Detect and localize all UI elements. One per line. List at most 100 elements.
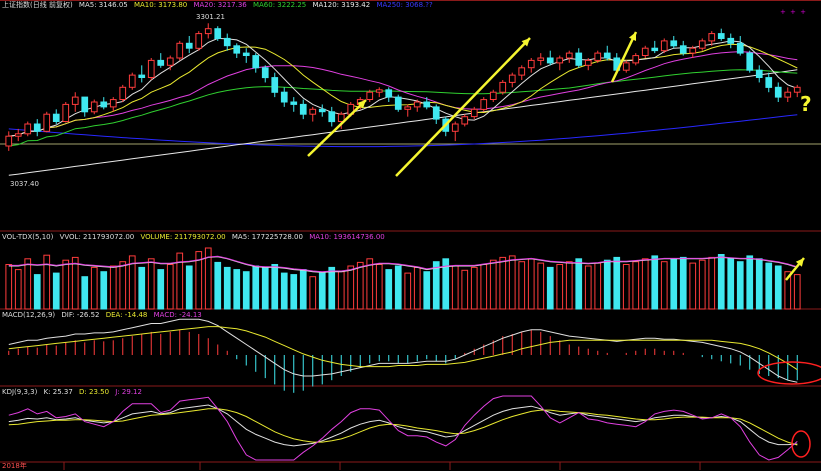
candle-body [147, 59, 155, 79]
volume-bar [33, 274, 41, 310]
volume-bar [689, 262, 697, 310]
candle-body [14, 133, 22, 137]
candle-body [375, 89, 383, 93]
volume-bar [214, 261, 222, 310]
candle-body [185, 42, 193, 49]
candle-body [52, 113, 60, 122]
volume-bar [765, 262, 773, 310]
candle-body [727, 37, 735, 44]
candle-body [546, 57, 554, 64]
volume-bar [375, 264, 383, 310]
candle-body [594, 52, 602, 61]
d-value: D: 23.50 [79, 388, 110, 396]
volume-bar [679, 256, 687, 310]
volume-bar [385, 269, 393, 310]
volume-bar [185, 265, 193, 310]
volume-bar [527, 258, 535, 310]
volume-bar [62, 259, 70, 310]
volume-bar [556, 264, 564, 310]
candle-body [461, 116, 469, 125]
kdj-panel-header: KDJ(9,3,3) K: 25.37 D: 23.50 J: 29.12 [2, 388, 146, 397]
candle-body [204, 28, 212, 35]
candle-body [641, 47, 649, 57]
macd-indicator-name: MACD(12,26,9) [2, 311, 56, 319]
volume-bar [195, 251, 203, 310]
trend-arrow-1-head [357, 100, 366, 109]
candle-body [489, 91, 497, 100]
volume-bar [565, 261, 573, 310]
volume-bar [404, 272, 412, 310]
candle-body [432, 106, 440, 120]
candle-body [499, 81, 507, 93]
kdj-k-line [8, 404, 798, 447]
volume-bar [233, 269, 241, 310]
volume-bar [366, 258, 374, 310]
volume-bar [318, 272, 326, 310]
volume-bar [727, 258, 735, 310]
vvol-value: VVOL: 211793072.00 [59, 233, 135, 241]
candle-body [793, 86, 801, 93]
candle-body [157, 59, 165, 66]
ma20-value: MA20: 3217.36 [193, 1, 247, 9]
ma60-value: MA60: 3222.25 [252, 1, 307, 9]
candle-body [299, 103, 307, 115]
volume-bar [109, 265, 117, 310]
candle-body [708, 33, 716, 42]
candle-body [33, 123, 41, 132]
candle-body [309, 108, 317, 115]
candle-body [451, 123, 459, 132]
candle-body [755, 69, 763, 78]
volume-bar [575, 258, 583, 310]
candle-body [128, 74, 136, 88]
volume-bar [423, 271, 431, 310]
panel-corner-controls[interactable]: + + + [779, 8, 807, 16]
candle-body [271, 77, 279, 93]
ma5-line [8, 37, 798, 137]
ma20-line [8, 51, 798, 137]
candle-body [223, 37, 231, 47]
kdj-j-line [8, 395, 798, 461]
volume-bar [223, 266, 231, 310]
ma5-value: MA5: 3146.05 [78, 1, 128, 9]
dif-value: DIF: -26.52 [61, 311, 100, 319]
candle-body [318, 108, 326, 113]
candle-body [404, 106, 412, 110]
candle-body [784, 91, 792, 98]
volume-bar [157, 269, 165, 310]
volume-bar [176, 252, 184, 310]
kdj-d-line [8, 408, 798, 446]
candle-body [62, 103, 70, 123]
candle-body [527, 59, 535, 69]
ma250-line [8, 114, 798, 148]
price-low-label: 3037.40 [10, 180, 39, 188]
candle-body [280, 91, 288, 103]
volume-bar [290, 274, 298, 310]
candle-body [689, 47, 697, 54]
candle-body [261, 67, 269, 79]
volume-bar [489, 259, 497, 310]
price-high-label: 3301.21 [196, 13, 225, 21]
candle-body [109, 99, 117, 108]
k-value: K: 25.37 [43, 388, 73, 396]
candle-body [5, 135, 13, 147]
volume-bar [613, 256, 621, 310]
candle-body [698, 40, 706, 49]
volume-bar [90, 266, 98, 310]
candle-body [366, 91, 374, 100]
candle-body [119, 86, 127, 101]
volume-bar [5, 264, 13, 310]
candle-body [774, 86, 782, 98]
trend-arrow-1 [307, 99, 367, 157]
trend-arrow-2-head [521, 38, 530, 47]
volume-bar [280, 272, 288, 310]
volume-bar [461, 269, 469, 310]
ma120-value: MA120: 3193.42 [312, 1, 371, 9]
candle-body [584, 59, 592, 66]
candle-body [24, 123, 32, 135]
index-name: 上证指数(日线 前复权) [2, 1, 73, 9]
j-value: J: 29.12 [115, 388, 142, 396]
volume-value: VOLUME: 211793072.00 [140, 233, 226, 241]
candle-body [337, 113, 345, 122]
kdj-circle-annotation [791, 430, 811, 458]
